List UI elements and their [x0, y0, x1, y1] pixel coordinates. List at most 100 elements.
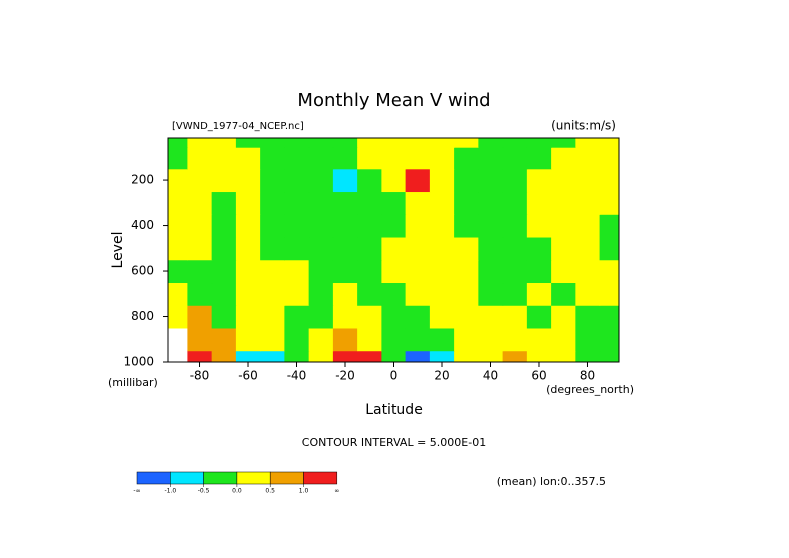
- cell: [308, 168, 334, 193]
- cell: [332, 259, 358, 284]
- cell: [211, 191, 237, 215]
- cell: [308, 236, 334, 261]
- cell: [429, 147, 455, 170]
- cell: [575, 350, 601, 362]
- cell: [235, 236, 261, 261]
- cell: [187, 259, 213, 284]
- cell: [454, 138, 479, 148]
- cell: [429, 350, 455, 362]
- cell: [599, 147, 619, 170]
- colorbar-swatch: [236, 471, 271, 485]
- cell: [332, 138, 358, 148]
- cell: [381, 147, 407, 170]
- cell: [454, 168, 479, 193]
- cell: [168, 305, 188, 329]
- cell: [381, 214, 407, 238]
- cell: [526, 168, 552, 193]
- cell: [308, 350, 334, 362]
- cell: [429, 214, 455, 238]
- cell: [284, 236, 310, 261]
- footer: (mean) lon:0..357.5: [497, 475, 606, 488]
- colorbar-label: ∞: [334, 488, 339, 495]
- cell: [357, 138, 382, 148]
- colorbar-label: -1.0: [164, 488, 176, 495]
- cell: [235, 168, 261, 193]
- cell: [308, 138, 334, 148]
- subtitle: [VWND_1977-04_NCEP.nc]: [172, 121, 304, 132]
- cell: [575, 138, 601, 148]
- cell: [168, 138, 188, 148]
- cell: [429, 236, 455, 261]
- cell: [260, 214, 285, 238]
- cell: [526, 147, 552, 170]
- cell: [168, 214, 188, 238]
- cell: [357, 236, 382, 261]
- x-axis-label: Latitude: [365, 402, 423, 418]
- colorbar-label: 1.0: [299, 488, 309, 495]
- cell: [332, 305, 358, 329]
- x-tick-label: -60: [238, 369, 258, 383]
- cell: [381, 350, 407, 362]
- cell: [357, 214, 382, 238]
- cell: [284, 350, 310, 362]
- cell: [308, 327, 334, 352]
- cell: [502, 168, 528, 193]
- cell: [575, 214, 601, 238]
- cell: [187, 350, 213, 362]
- colorbar-swatch: [170, 471, 204, 485]
- cell: [211, 168, 237, 193]
- cell: [381, 138, 407, 148]
- cell: [551, 168, 576, 193]
- cell: [308, 214, 334, 238]
- cell: [454, 147, 479, 170]
- cell: [235, 214, 261, 238]
- cell: [429, 327, 455, 352]
- cell: [332, 168, 358, 193]
- cell: [551, 259, 576, 284]
- cell: [551, 214, 576, 238]
- cell: [478, 327, 504, 352]
- cell: [551, 282, 576, 306]
- cell: [502, 327, 528, 352]
- cell: [454, 236, 479, 261]
- cell: [357, 191, 382, 215]
- cell: [575, 305, 601, 329]
- cell: [381, 191, 407, 215]
- cell: [599, 282, 619, 306]
- cell: [211, 147, 237, 170]
- cell: [235, 305, 261, 329]
- cell: [575, 282, 601, 306]
- cell: [357, 350, 382, 362]
- cell: [187, 305, 213, 329]
- cell: [211, 214, 237, 238]
- cell: [502, 305, 528, 329]
- cell: [332, 327, 358, 352]
- cell: [308, 282, 334, 306]
- chart-title: Monthly Mean V wind: [297, 90, 490, 111]
- cell: [478, 236, 504, 261]
- cell: [211, 138, 237, 148]
- cell: [357, 147, 382, 170]
- cell: [478, 282, 504, 306]
- cell: [599, 138, 619, 148]
- cell: [599, 168, 619, 193]
- cell: [502, 350, 528, 362]
- cell: [526, 327, 552, 352]
- cell: [260, 327, 285, 352]
- cell: [551, 138, 576, 148]
- cell: [429, 138, 455, 148]
- cell: [405, 327, 431, 352]
- cell: [526, 282, 552, 306]
- y-tick-label: 200: [131, 173, 154, 187]
- cell: [478, 305, 504, 329]
- cell: [599, 327, 619, 352]
- cell: [260, 191, 285, 215]
- cell: [405, 350, 431, 362]
- cell: [454, 350, 479, 362]
- cell: [429, 191, 455, 215]
- x-tick-label: 40: [483, 369, 498, 383]
- cell: [405, 138, 431, 148]
- field: [168, 138, 619, 362]
- cell: [168, 236, 188, 261]
